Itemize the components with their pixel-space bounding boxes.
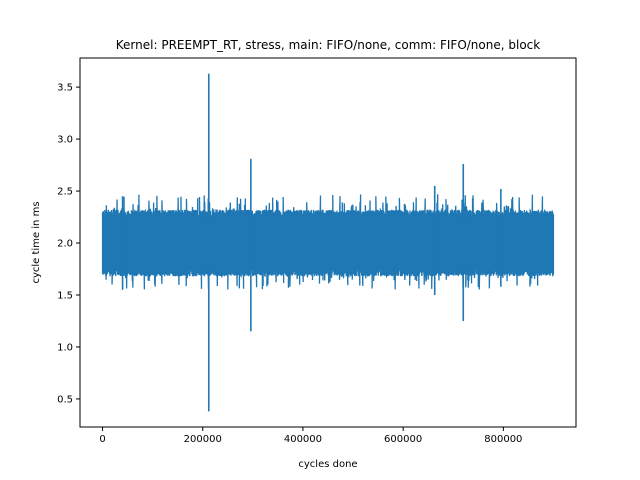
- y-tick-label: 0.5: [57, 394, 73, 405]
- x-tick-label: 600000: [384, 434, 422, 445]
- x-tick-label: 200000: [184, 434, 222, 445]
- plot-frame: [79, 57, 577, 428]
- y-tick-label: 3.0: [57, 135, 73, 146]
- x-axis-label: cycles done: [298, 459, 357, 470]
- y-tick-label: 2.5: [57, 187, 73, 198]
- series-core: [102, 218, 554, 268]
- chart-title: Kernel: PREEMPT_RT, stress, main: FIFO/n…: [116, 38, 540, 52]
- x-tick-label: 800000: [484, 434, 522, 445]
- x-axis: 0 200000 400000 600000 800000: [99, 427, 522, 445]
- y-tick-label: 3.5: [57, 83, 73, 94]
- y-tick-label: 1.0: [57, 342, 73, 353]
- series-layer: [101, 73, 555, 412]
- y-axis: 0.5 1.0 1.5 2.0 2.5 3.0 3.5: [57, 83, 80, 405]
- x-tick-label: 0: [99, 434, 105, 445]
- y-tick-label: 1.5: [57, 290, 73, 301]
- x-tick-label: 400000: [284, 434, 322, 445]
- y-axis-label: cycle time in ms: [31, 201, 42, 283]
- y-tick-label: 2.0: [57, 239, 73, 250]
